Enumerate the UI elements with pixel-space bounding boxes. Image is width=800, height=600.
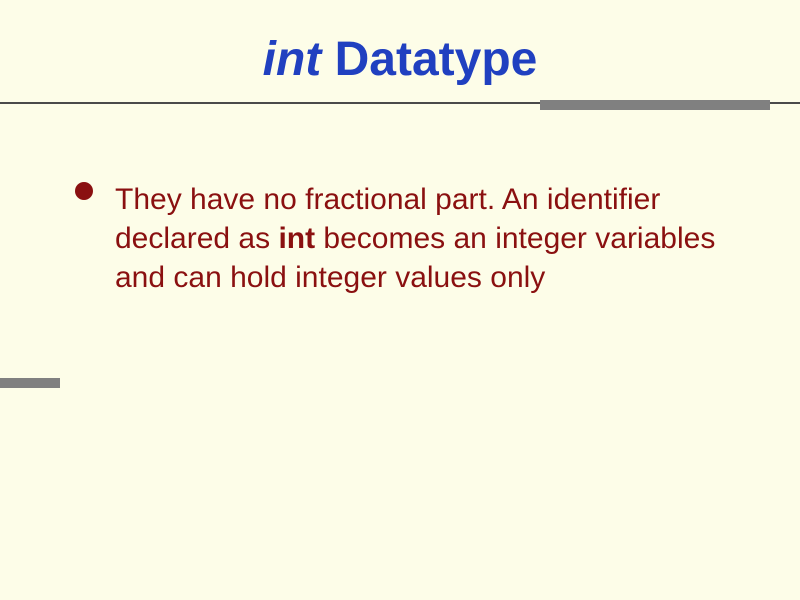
title-keyword: int	[263, 33, 322, 86]
bullet-item: They have no fractional part. An identif…	[75, 180, 750, 297]
title-area: int Datatype	[0, 32, 800, 87]
slide-container: int Datatype They have no fractional par…	[0, 0, 800, 600]
slide-title: int Datatype	[0, 32, 800, 87]
title-rest: Datatype	[321, 33, 537, 86]
accent-bar-top	[540, 100, 770, 110]
content-area: They have no fractional part. An identif…	[75, 180, 750, 297]
bullet-text-bold: int	[278, 222, 315, 255]
bullet-icon	[75, 182, 93, 200]
accent-bar-bottom	[0, 378, 60, 388]
